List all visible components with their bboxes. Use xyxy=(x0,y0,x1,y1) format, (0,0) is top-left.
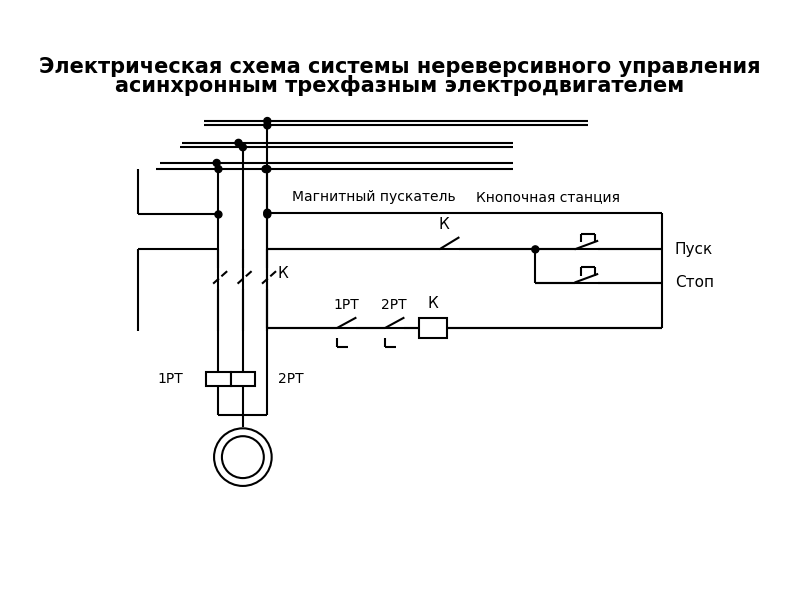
Text: Электрическая схема системы нереверсивного управления: Электрическая схема системы нереверсивно… xyxy=(39,58,761,77)
Circle shape xyxy=(215,211,222,218)
Bar xyxy=(206,371,230,386)
Bar xyxy=(419,319,447,338)
Circle shape xyxy=(235,139,242,146)
Circle shape xyxy=(532,246,539,253)
Circle shape xyxy=(264,118,271,125)
Text: асинхронным трехфазным электродвигателем: асинхронным трехфазным электродвигателем xyxy=(115,75,685,96)
Circle shape xyxy=(215,166,222,173)
Circle shape xyxy=(213,160,220,166)
Circle shape xyxy=(239,144,246,151)
Circle shape xyxy=(264,209,271,216)
Text: Магнитный пускатель: Магнитный пускатель xyxy=(292,190,456,204)
Text: 2РТ: 2РТ xyxy=(278,371,303,386)
Circle shape xyxy=(214,428,272,486)
Text: К: К xyxy=(428,296,438,311)
Text: 1РТ: 1РТ xyxy=(333,298,358,312)
Text: 2РТ: 2РТ xyxy=(381,298,406,312)
Circle shape xyxy=(262,166,269,173)
Circle shape xyxy=(264,166,271,173)
Text: Стоп: Стоп xyxy=(675,275,714,290)
Circle shape xyxy=(222,436,264,478)
Text: К: К xyxy=(278,266,289,281)
Text: Кнопочная станция: Кнопочная станция xyxy=(477,190,621,204)
Text: 1РТ: 1РТ xyxy=(158,371,183,386)
Text: AD: AD xyxy=(232,449,254,464)
Circle shape xyxy=(264,211,271,218)
Text: Пуск: Пуск xyxy=(675,242,714,257)
Bar xyxy=(230,371,255,386)
Circle shape xyxy=(264,122,271,129)
Text: К: К xyxy=(438,217,449,232)
